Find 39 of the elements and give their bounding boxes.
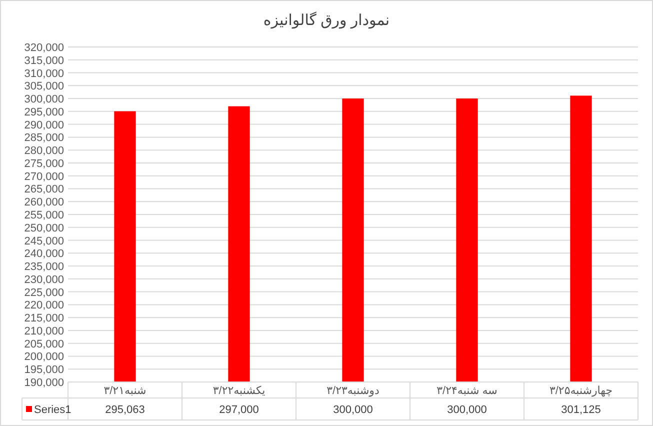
- y-tick-label: 275,000: [24, 158, 64, 170]
- y-tick-label: 255,000: [24, 210, 64, 222]
- y-tick-label: 280,000: [24, 145, 64, 158]
- y-tick-label: 225,000: [24, 286, 64, 299]
- x-tick-label: یکشنبه۳/۲۲: [212, 385, 266, 397]
- data-label: 295,063: [105, 404, 145, 416]
- y-tick-label: 320,000: [24, 42, 64, 54]
- y-tick-label: 245,000: [24, 235, 64, 248]
- y-tick-label: 270,000: [24, 170, 64, 183]
- y-tick-label: 210,000: [24, 325, 64, 338]
- y-tick-label: 205,000: [24, 338, 64, 350]
- y-tick-label: 305,000: [24, 80, 64, 93]
- y-tick-label: 230,000: [24, 274, 64, 286]
- x-tick-label: سه شنبه۳/۲۴: [436, 385, 498, 397]
- y-tick-label: 285,000: [24, 132, 64, 144]
- x-tick-label: چهارشنبه۳/۲۵: [549, 385, 613, 397]
- y-tick-label: 310,000: [24, 68, 64, 80]
- y-tick-label: 290,000: [24, 119, 64, 132]
- y-tick-label: 195,000: [24, 364, 64, 376]
- y-tick-label: 300,000: [24, 94, 64, 106]
- x-tick-label: شنبه۳/۲۱: [104, 385, 146, 397]
- x-tick-label: دوشنبه۳/۲۳: [326, 385, 380, 397]
- legend-label: Series1: [34, 404, 72, 416]
- chart-title: نمودار ورق گالوانیزه: [263, 11, 390, 29]
- y-tick-label: 220,000: [24, 300, 64, 312]
- y-tick-label: 260,000: [24, 196, 64, 209]
- y-tick-label: 235,000: [24, 261, 64, 274]
- y-tick-label: 200,000: [24, 351, 64, 364]
- y-tick-label: 295,000: [24, 106, 64, 118]
- y-tick-label: 215,000: [24, 312, 64, 325]
- y-tick-label: 250,000: [24, 222, 64, 234]
- y-tick-label: 190,000: [24, 377, 64, 389]
- y-tick-label: 315,000: [24, 54, 64, 67]
- y-tick-label: 240,000: [24, 248, 64, 260]
- y-tick-label: 265,000: [24, 184, 64, 196]
- data-label: 301,125: [561, 404, 601, 416]
- data-label: 300,000: [333, 404, 373, 416]
- data-label: 300,000: [447, 404, 487, 416]
- data-label: 297,000: [219, 404, 259, 416]
